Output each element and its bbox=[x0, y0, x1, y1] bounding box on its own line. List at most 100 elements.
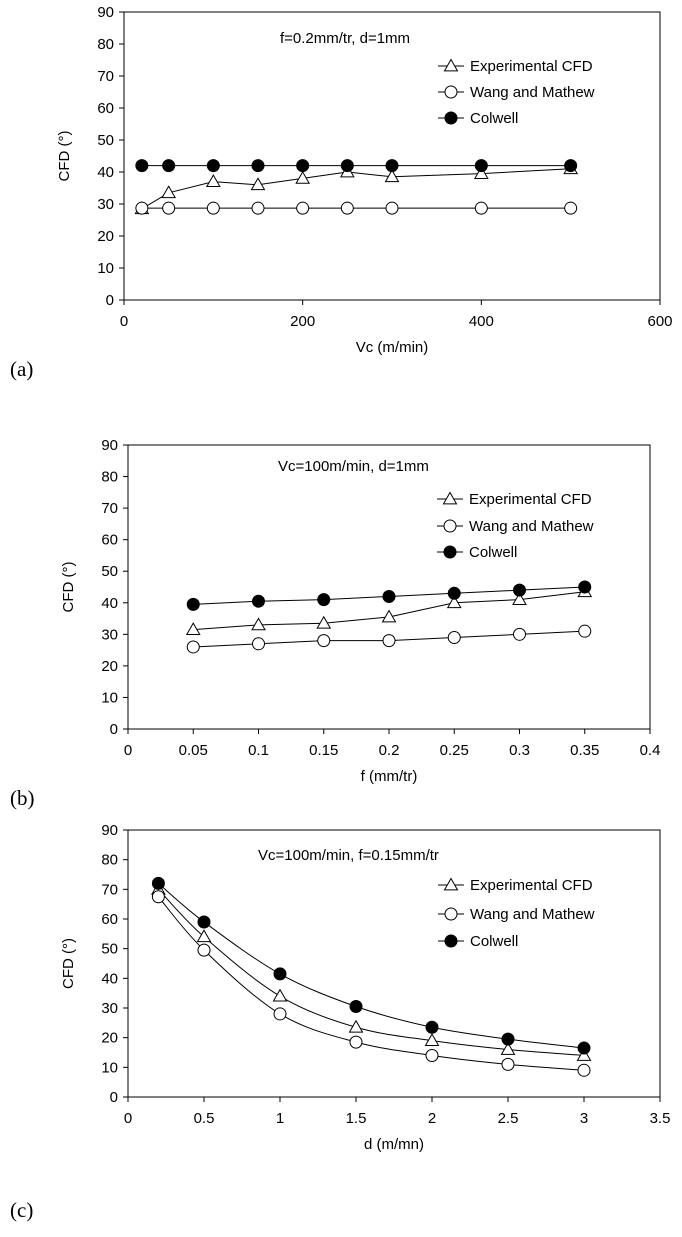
legend-label: Colwell bbox=[470, 933, 518, 950]
data-point bbox=[251, 617, 266, 631]
x-tick-label: 0.25 bbox=[440, 742, 469, 759]
x-tick-label: 0.35 bbox=[570, 742, 599, 759]
series-colwell bbox=[151, 876, 591, 1055]
data-point bbox=[252, 637, 265, 651]
y-tick-label: 60 bbox=[101, 911, 118, 928]
data-point bbox=[381, 609, 397, 623]
x-tick-label: 3 bbox=[580, 1110, 588, 1127]
legend-marker bbox=[443, 519, 457, 533]
y-axis-title: CFD (°) bbox=[56, 131, 73, 182]
legend-label: Experimental CFD bbox=[469, 491, 592, 508]
x-tick-label: 0 bbox=[120, 313, 128, 330]
x-tick-label: 0 bbox=[124, 1110, 132, 1127]
data-point bbox=[273, 1007, 287, 1021]
data-point bbox=[162, 159, 176, 173]
y-tick-label: 90 bbox=[101, 822, 118, 839]
data-point bbox=[186, 597, 200, 611]
legend-item: Experimental CFD bbox=[438, 877, 593, 894]
data-point bbox=[135, 159, 149, 173]
x-tick-label: 400 bbox=[469, 313, 494, 330]
x-tick-label: 0.2 bbox=[379, 742, 400, 759]
y-tick-label: 50 bbox=[101, 941, 118, 958]
data-point bbox=[296, 201, 310, 215]
data-point bbox=[577, 1063, 591, 1077]
legend-label: Wang and Mathew bbox=[470, 84, 595, 101]
data-point bbox=[151, 890, 165, 904]
data-point bbox=[340, 159, 354, 173]
y-tick-label: 80 bbox=[101, 469, 118, 486]
data-point bbox=[425, 1020, 439, 1034]
x-tick-label: 2 bbox=[428, 1110, 436, 1127]
legend: Experimental CFD Wang and Mathew Colwell bbox=[438, 877, 595, 950]
data-point bbox=[197, 943, 211, 957]
y-tick-label: 0 bbox=[110, 721, 118, 738]
legend-item: Colwell bbox=[437, 544, 517, 561]
y-tick-label: 60 bbox=[97, 100, 114, 117]
data-point bbox=[385, 159, 399, 173]
y-tick-label: 30 bbox=[101, 626, 118, 643]
chart-panel-1: 0 10 20 30 40 50 60 70 80 90 0 200 400 600 Vc (m/min) C… bbox=[10, 4, 673, 381]
data-point bbox=[425, 1048, 439, 1062]
x-tick-label: 0 bbox=[124, 742, 132, 759]
data-point bbox=[349, 1035, 363, 1049]
data-point bbox=[500, 1042, 516, 1055]
data-point bbox=[186, 640, 200, 654]
x-tick-label: 0.1 bbox=[248, 742, 269, 759]
x-tick-label: 0.05 bbox=[179, 742, 208, 759]
y-tick-label: 70 bbox=[101, 881, 118, 898]
data-point bbox=[501, 1057, 515, 1071]
data-point bbox=[316, 615, 332, 629]
panel-label: (c) bbox=[10, 1198, 33, 1222]
y-tick-label: 70 bbox=[101, 500, 118, 517]
data-point bbox=[578, 580, 592, 594]
legend-item: Colwell bbox=[438, 110, 518, 127]
y-tick-label: 90 bbox=[101, 437, 118, 454]
data-point bbox=[473, 166, 489, 179]
legend-label: Experimental CFD bbox=[470, 877, 593, 894]
y-tick-label: 10 bbox=[101, 1059, 118, 1076]
panel-label: (a) bbox=[10, 357, 33, 381]
x-tick-label: 0.5 bbox=[194, 1110, 215, 1127]
data-point bbox=[385, 201, 399, 215]
x-axis-title: Vc (m/min) bbox=[356, 339, 429, 356]
data-point bbox=[382, 589, 396, 603]
data-point bbox=[272, 988, 288, 1002]
y-tick-label: 30 bbox=[101, 1000, 118, 1017]
x-axis-title: d (m/mn) bbox=[364, 1136, 424, 1153]
legend-marker bbox=[444, 111, 458, 125]
data-point bbox=[251, 159, 265, 173]
plot-area bbox=[127, 444, 651, 730]
data-point bbox=[162, 201, 176, 215]
legend-item: Colwell bbox=[438, 933, 518, 950]
data-point bbox=[251, 201, 265, 215]
legend-item: Wang and Mathew bbox=[438, 84, 595, 101]
legend: Experimental CFD Wang and Mathew Colwell bbox=[438, 58, 595, 127]
y-tick-label: 40 bbox=[97, 164, 114, 181]
y-tick-label: 80 bbox=[97, 36, 114, 53]
data-point bbox=[576, 1047, 592, 1061]
data-point bbox=[135, 201, 149, 215]
legend-marker bbox=[444, 85, 458, 99]
data-point bbox=[447, 586, 461, 600]
plot-area bbox=[123, 11, 661, 301]
data-point bbox=[197, 915, 211, 929]
data-point bbox=[578, 624, 592, 638]
y-tick-label: 0 bbox=[110, 1089, 118, 1106]
x-tick-label: 200 bbox=[290, 313, 315, 330]
series-wang-and-mathew bbox=[135, 201, 578, 215]
data-point bbox=[205, 174, 221, 187]
data-point bbox=[474, 201, 488, 215]
data-point bbox=[564, 159, 578, 173]
chart-annotation: Vc=100m/min, f=0.15mm/tr bbox=[258, 847, 439, 864]
legend-marker bbox=[444, 907, 458, 921]
series-colwell bbox=[186, 580, 592, 611]
data-point bbox=[512, 592, 527, 605]
data-point bbox=[384, 169, 400, 183]
series-line bbox=[141, 168, 571, 210]
legend-label: Colwell bbox=[469, 544, 517, 561]
x-tick-label: 0.4 bbox=[640, 742, 661, 759]
x-tick-label: 3.5 bbox=[650, 1110, 671, 1127]
y-tick-label: 60 bbox=[101, 532, 118, 549]
